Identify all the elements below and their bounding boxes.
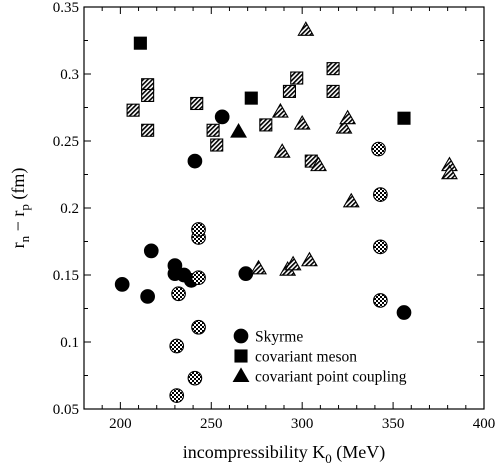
y-tick-label: 0.1 xyxy=(60,335,79,351)
axis-tick-labels: 200 250 300 350 400 0.05 0.1 0.15 0.2 0.25 0.3 0.35 xyxy=(53,0,496,432)
x-tick-label: 250 xyxy=(200,416,223,432)
series-circle-points xyxy=(114,109,412,403)
data-point-triangle xyxy=(293,114,311,130)
data-point-triangle xyxy=(284,255,302,271)
data-point-square xyxy=(190,96,204,111)
x-axis-label-subscript: 0 xyxy=(325,451,332,466)
data-point-circle xyxy=(373,293,388,308)
data-point-circle xyxy=(373,187,388,202)
data-point-square xyxy=(282,84,297,98)
data-point-circle xyxy=(396,305,412,320)
data-point-square xyxy=(326,84,340,98)
data-point-circle xyxy=(371,141,386,157)
y-tick-label: 0.25 xyxy=(53,134,79,150)
data-point-triangle xyxy=(271,102,289,118)
data-point-triangle xyxy=(441,164,458,180)
y-tick-label: 0.05 xyxy=(53,402,79,418)
legend: Skyrme covariant meson covariant point cou… xyxy=(232,328,407,386)
series-triangle-points xyxy=(230,21,458,276)
y-axis-label-minus-r: − r xyxy=(8,211,28,236)
data-point-triangle xyxy=(230,123,247,138)
data-points xyxy=(114,21,458,403)
data-point-square xyxy=(259,118,273,132)
data-point-circle xyxy=(191,222,206,237)
legend-item: covariant point coupling xyxy=(232,367,407,386)
data-point-triangle xyxy=(310,156,327,172)
data-point-circle xyxy=(187,153,203,169)
data-point-triangle xyxy=(297,21,315,36)
y-axis-label-r: r xyxy=(8,242,28,248)
x-tick-label: 200 xyxy=(109,416,132,432)
x-axis-title: incompressibility K0 (MeV) xyxy=(183,442,385,466)
data-point-square xyxy=(210,138,224,152)
x-axis-label: incompressibility K0 (MeV) xyxy=(183,442,385,466)
data-point-square xyxy=(326,62,340,76)
data-point-square xyxy=(141,123,155,137)
data-point-circle xyxy=(140,289,155,304)
x-tick-label: 350 xyxy=(382,416,405,432)
data-point-triangle xyxy=(339,109,357,125)
y-tick-label: 0.3 xyxy=(60,67,79,83)
y-tick-label: 0.2 xyxy=(60,201,79,217)
data-point-square xyxy=(206,123,220,137)
x-axis-label-unit: (MeV) xyxy=(332,442,385,463)
legend-marker-square xyxy=(234,349,248,363)
data-point-circle xyxy=(171,286,186,302)
legend-label: covariant meson xyxy=(255,349,357,366)
legend-marker-circle xyxy=(233,328,249,344)
y-axis-label-sub-n: n xyxy=(17,235,32,242)
legend-label: Skyrme xyxy=(255,329,303,346)
data-point-square xyxy=(133,36,147,50)
data-point-square xyxy=(126,103,140,117)
data-point-triangle xyxy=(335,118,353,134)
data-point-circle xyxy=(373,239,388,255)
x-tick-label: 400 xyxy=(473,416,496,432)
data-point-circle xyxy=(143,243,159,259)
y-axis-label-sub-p: p xyxy=(17,204,32,211)
y-tick-label: 0.15 xyxy=(53,268,79,284)
axis-ticks xyxy=(84,6,485,410)
x-tick-label: 300 xyxy=(291,416,314,432)
data-point-circle xyxy=(169,338,185,354)
data-point-triangle xyxy=(301,251,318,267)
data-point-circle xyxy=(191,319,206,335)
data-point-circle xyxy=(169,388,185,403)
data-point-circle xyxy=(187,370,203,386)
data-point-circle xyxy=(191,270,206,286)
legend-marker-triangle xyxy=(232,367,250,383)
data-point-square xyxy=(397,111,411,125)
data-point-circle xyxy=(114,277,130,292)
y-axis-title: rn − rp (fm) xyxy=(8,168,32,249)
y-tick-label: 0.35 xyxy=(53,0,79,16)
legend-item: covariant meson xyxy=(234,349,357,366)
data-point-square xyxy=(290,71,304,85)
y-axis-label-unit: (fm) xyxy=(8,168,29,204)
legend-label: covariant point coupling xyxy=(255,369,407,386)
x-axis-label-main: incompressibility K xyxy=(183,442,326,462)
legend-item: Skyrme xyxy=(233,328,303,346)
data-point-square xyxy=(141,88,155,102)
data-point-circle xyxy=(214,109,230,125)
data-point-square xyxy=(244,91,258,105)
y-axis-label: rn − rp (fm) xyxy=(8,168,32,249)
data-point-triangle xyxy=(250,259,267,275)
series-square-points xyxy=(126,36,411,168)
data-point-triangle xyxy=(273,143,291,158)
data-point-triangle xyxy=(342,192,360,208)
